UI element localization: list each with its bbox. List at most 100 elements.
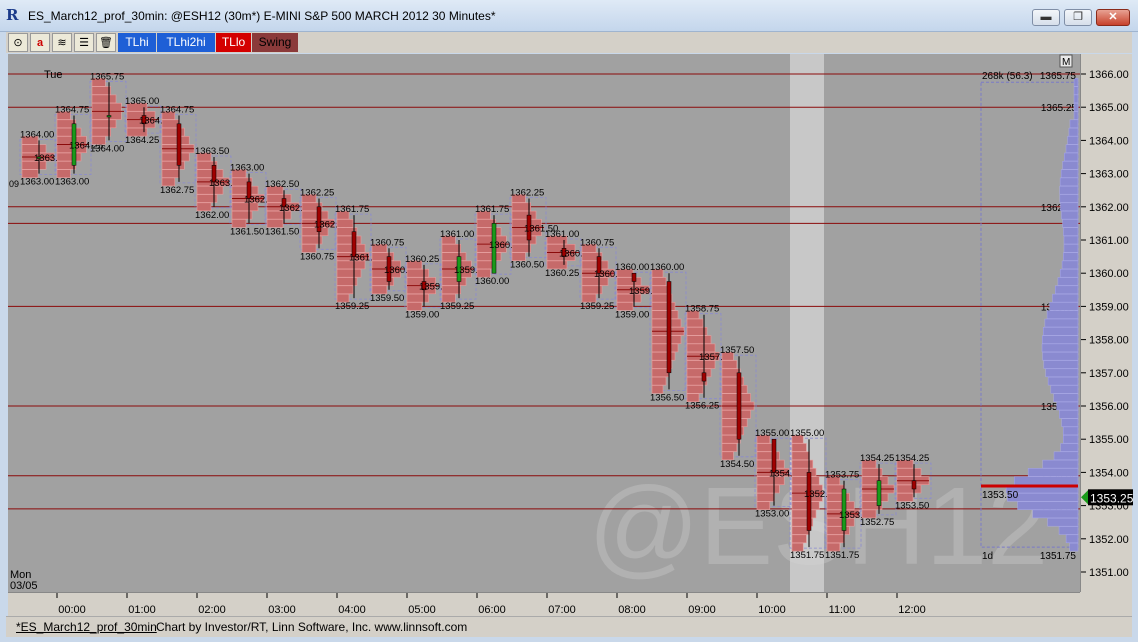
profile-block	[336, 244, 366, 253]
x-tick-label: 08:00	[618, 604, 646, 616]
profile-block	[651, 285, 670, 295]
composite-volume-bar	[1042, 327, 1079, 336]
x-tick-label: 07:00	[548, 604, 576, 616]
clock-icon[interactable]: ⊙	[8, 33, 28, 52]
x-tick-label: 12:00	[898, 604, 926, 616]
tllo-button[interactable]: TLlo	[216, 33, 251, 52]
swing-button[interactable]: Swing	[252, 33, 298, 52]
composite-volume-bar	[1063, 235, 1079, 245]
title-icon[interactable]: ≋	[52, 33, 72, 52]
tlhi2hi-button[interactable]: TLhi2hi	[157, 33, 215, 52]
bar-high-label: 1364.00	[20, 129, 54, 140]
composite-period-label: 1d	[982, 551, 993, 562]
candle-body	[246, 181, 252, 199]
profile-block	[616, 277, 642, 286]
profile-block	[476, 210, 491, 220]
profile-block	[91, 77, 106, 87]
profile-block	[476, 268, 491, 278]
bar-high-label: 1358.75	[685, 304, 719, 315]
profile-block	[231, 185, 259, 195]
bar-high-label: 1361.00	[545, 229, 579, 240]
alert-icon[interactable]: a	[30, 33, 50, 52]
profile-block	[511, 235, 537, 245]
composite-volume-bar	[1061, 418, 1079, 427]
bar-high-label: 1361.75	[335, 204, 369, 215]
profile-block	[756, 476, 785, 486]
day-label-top: Tue	[44, 69, 63, 81]
y-tick-label: 1352.00	[1089, 534, 1129, 546]
composite-volume-bar	[1063, 434, 1079, 444]
candle-body	[36, 156, 42, 159]
composite-volume-bar	[1060, 202, 1079, 212]
trash-icon[interactable]: 🗑	[96, 33, 116, 52]
profile-block	[721, 385, 748, 394]
bar-high-label: 1364.75	[160, 105, 194, 116]
chart-tab[interactable]: *ES_March12_prof_30min	[16, 620, 157, 634]
bar-mid-label: 1363.50	[209, 178, 243, 189]
profile-block	[231, 169, 247, 178]
y-tick-label: 1361.00	[1089, 235, 1129, 247]
profile-block	[581, 277, 609, 286]
profile-block	[161, 111, 176, 120]
y-tick-label: 1362.00	[1089, 202, 1129, 214]
profile-box	[194, 155, 232, 209]
minimize-button[interactable]: ▬	[1032, 9, 1060, 26]
candle-body	[841, 488, 847, 531]
bar-low-label: 1356.50	[650, 392, 684, 403]
profile-block	[161, 152, 190, 162]
composite-volume-bar	[1046, 310, 1079, 319]
candle-body	[561, 248, 567, 257]
profile-box	[54, 114, 92, 175]
tlhi-button[interactable]: TLhi	[118, 33, 156, 52]
profile-block	[21, 136, 39, 145]
profile-block	[791, 542, 804, 552]
level-label: 1365.25	[1041, 103, 1078, 114]
profile-block	[336, 235, 362, 245]
y-tick-label: 1364.00	[1089, 135, 1129, 147]
time-axis[interactable]: 00:00 01:00 02:00 03:00 04:00 05:00 06:00 07:00…	[8, 592, 1080, 616]
bar-mid-label: 1360.50	[489, 240, 523, 251]
app-icon[interactable]: R	[6, 6, 19, 24]
bar-high-label: 1362.25	[510, 188, 544, 199]
composite-volume-bar	[1060, 443, 1079, 452]
candle-body	[421, 281, 427, 291]
profile-block	[56, 111, 71, 120]
profile-block	[406, 260, 423, 270]
maximize-button[interactable]: ❐	[1064, 9, 1092, 26]
bar-mid-label: 1360.50	[559, 248, 593, 259]
bar-mid-label: 1362.75	[244, 195, 278, 206]
profile-block	[721, 443, 738, 452]
composite-volume-bar	[1062, 219, 1079, 228]
status-bar: *ES_March12_prof_30min Chart by Investor…	[6, 616, 1132, 637]
profile-block	[651, 268, 664, 278]
composite-volume-bar	[1014, 476, 1079, 485]
composite-volume-bar	[1032, 509, 1079, 519]
profile-block	[616, 293, 642, 303]
bar-high-label: 1360.00	[650, 262, 684, 273]
profile-block	[791, 468, 817, 477]
profile-block	[476, 252, 502, 261]
chart-plot-area[interactable]: @ESH121365.251362.001359.001356.001354.0…	[8, 54, 1080, 592]
bar-low-label: 1362.00	[195, 210, 229, 221]
last-price-label: 1353.25	[1090, 491, 1133, 505]
candle-body	[281, 198, 287, 208]
composite-volume-bar	[1068, 127, 1079, 137]
chart-svg[interactable]: @ESH121365.251362.001359.001356.001354.0…	[8, 54, 1080, 592]
close-button[interactable]: ✕	[1096, 9, 1130, 26]
composite-volume-bar	[1053, 451, 1079, 461]
profile-box	[789, 437, 827, 549]
list-icon[interactable]: ☰	[74, 33, 94, 52]
bar-mid-label: 1362.00	[314, 219, 348, 230]
profile-block	[196, 169, 224, 178]
composite-volume-bar	[1041, 343, 1079, 353]
composite-volume-bar	[1053, 393, 1079, 402]
price-axis[interactable]: 1366.00 1365.00 1364.00 1363.00 1362.00 1361.…	[1080, 54, 1134, 592]
profile-block	[861, 492, 889, 502]
composite-volume-bar	[1042, 351, 1079, 361]
y-tick-label: 1358.00	[1089, 335, 1129, 347]
profile-box	[754, 437, 792, 508]
profile-box	[369, 246, 407, 292]
profile-block	[161, 161, 185, 170]
profile-block	[686, 343, 716, 353]
profile-block	[441, 252, 467, 261]
